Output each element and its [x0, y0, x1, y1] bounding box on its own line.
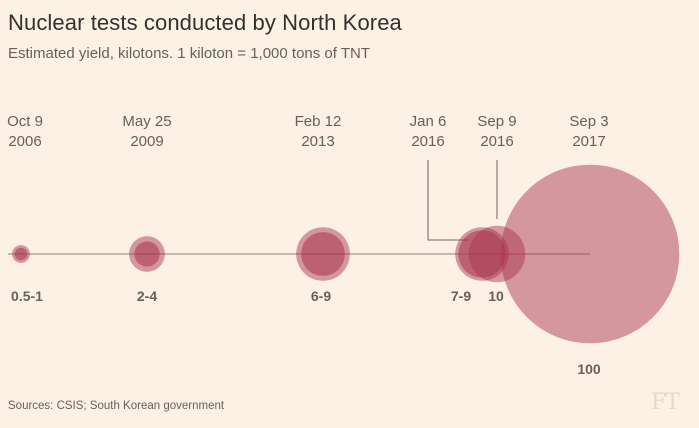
- date-label-1: May 25: [122, 113, 171, 130]
- year-label-0: 2006: [8, 133, 41, 150]
- date-label-0: Oct 9: [7, 113, 43, 130]
- ft-logo: FT: [651, 390, 680, 415]
- bubble-min-3: [458, 230, 506, 278]
- bubble-min-2: [301, 232, 345, 276]
- yield-label-2: 6-9: [311, 288, 331, 304]
- date-label-2: Feb 12: [295, 113, 342, 130]
- bubble-min-0: [14, 247, 28, 261]
- yield-label-4: 10: [488, 288, 504, 304]
- year-label-1: 2009: [130, 133, 163, 150]
- year-label-3: 2016: [411, 133, 444, 150]
- yield-label-3: 7-9: [451, 288, 471, 304]
- chart-subtitle: Estimated yield, kilotons. 1 kiloton = 1…: [8, 45, 370, 62]
- year-label-2: 2013: [301, 133, 334, 150]
- bubble-max-5: [500, 164, 680, 344]
- yield-label-5: 100: [577, 361, 601, 377]
- year-label-4: 2016: [480, 133, 513, 150]
- date-label-3: Jan 6: [410, 113, 447, 130]
- date-label-4: Sep 9: [477, 113, 516, 130]
- chart-title: Nuclear tests conducted by North Korea: [8, 10, 402, 35]
- leader-line-jan6: [427, 160, 468, 241]
- year-label-5: 2017: [572, 133, 605, 150]
- source-note: Sources: CSIS; South Korean government: [8, 400, 225, 412]
- yield-label-0: 0.5-1: [11, 288, 43, 304]
- date-label-5: Sep 3: [569, 113, 608, 130]
- yield-label-1: 2-4: [137, 288, 157, 304]
- bubble-min-1: [134, 241, 160, 267]
